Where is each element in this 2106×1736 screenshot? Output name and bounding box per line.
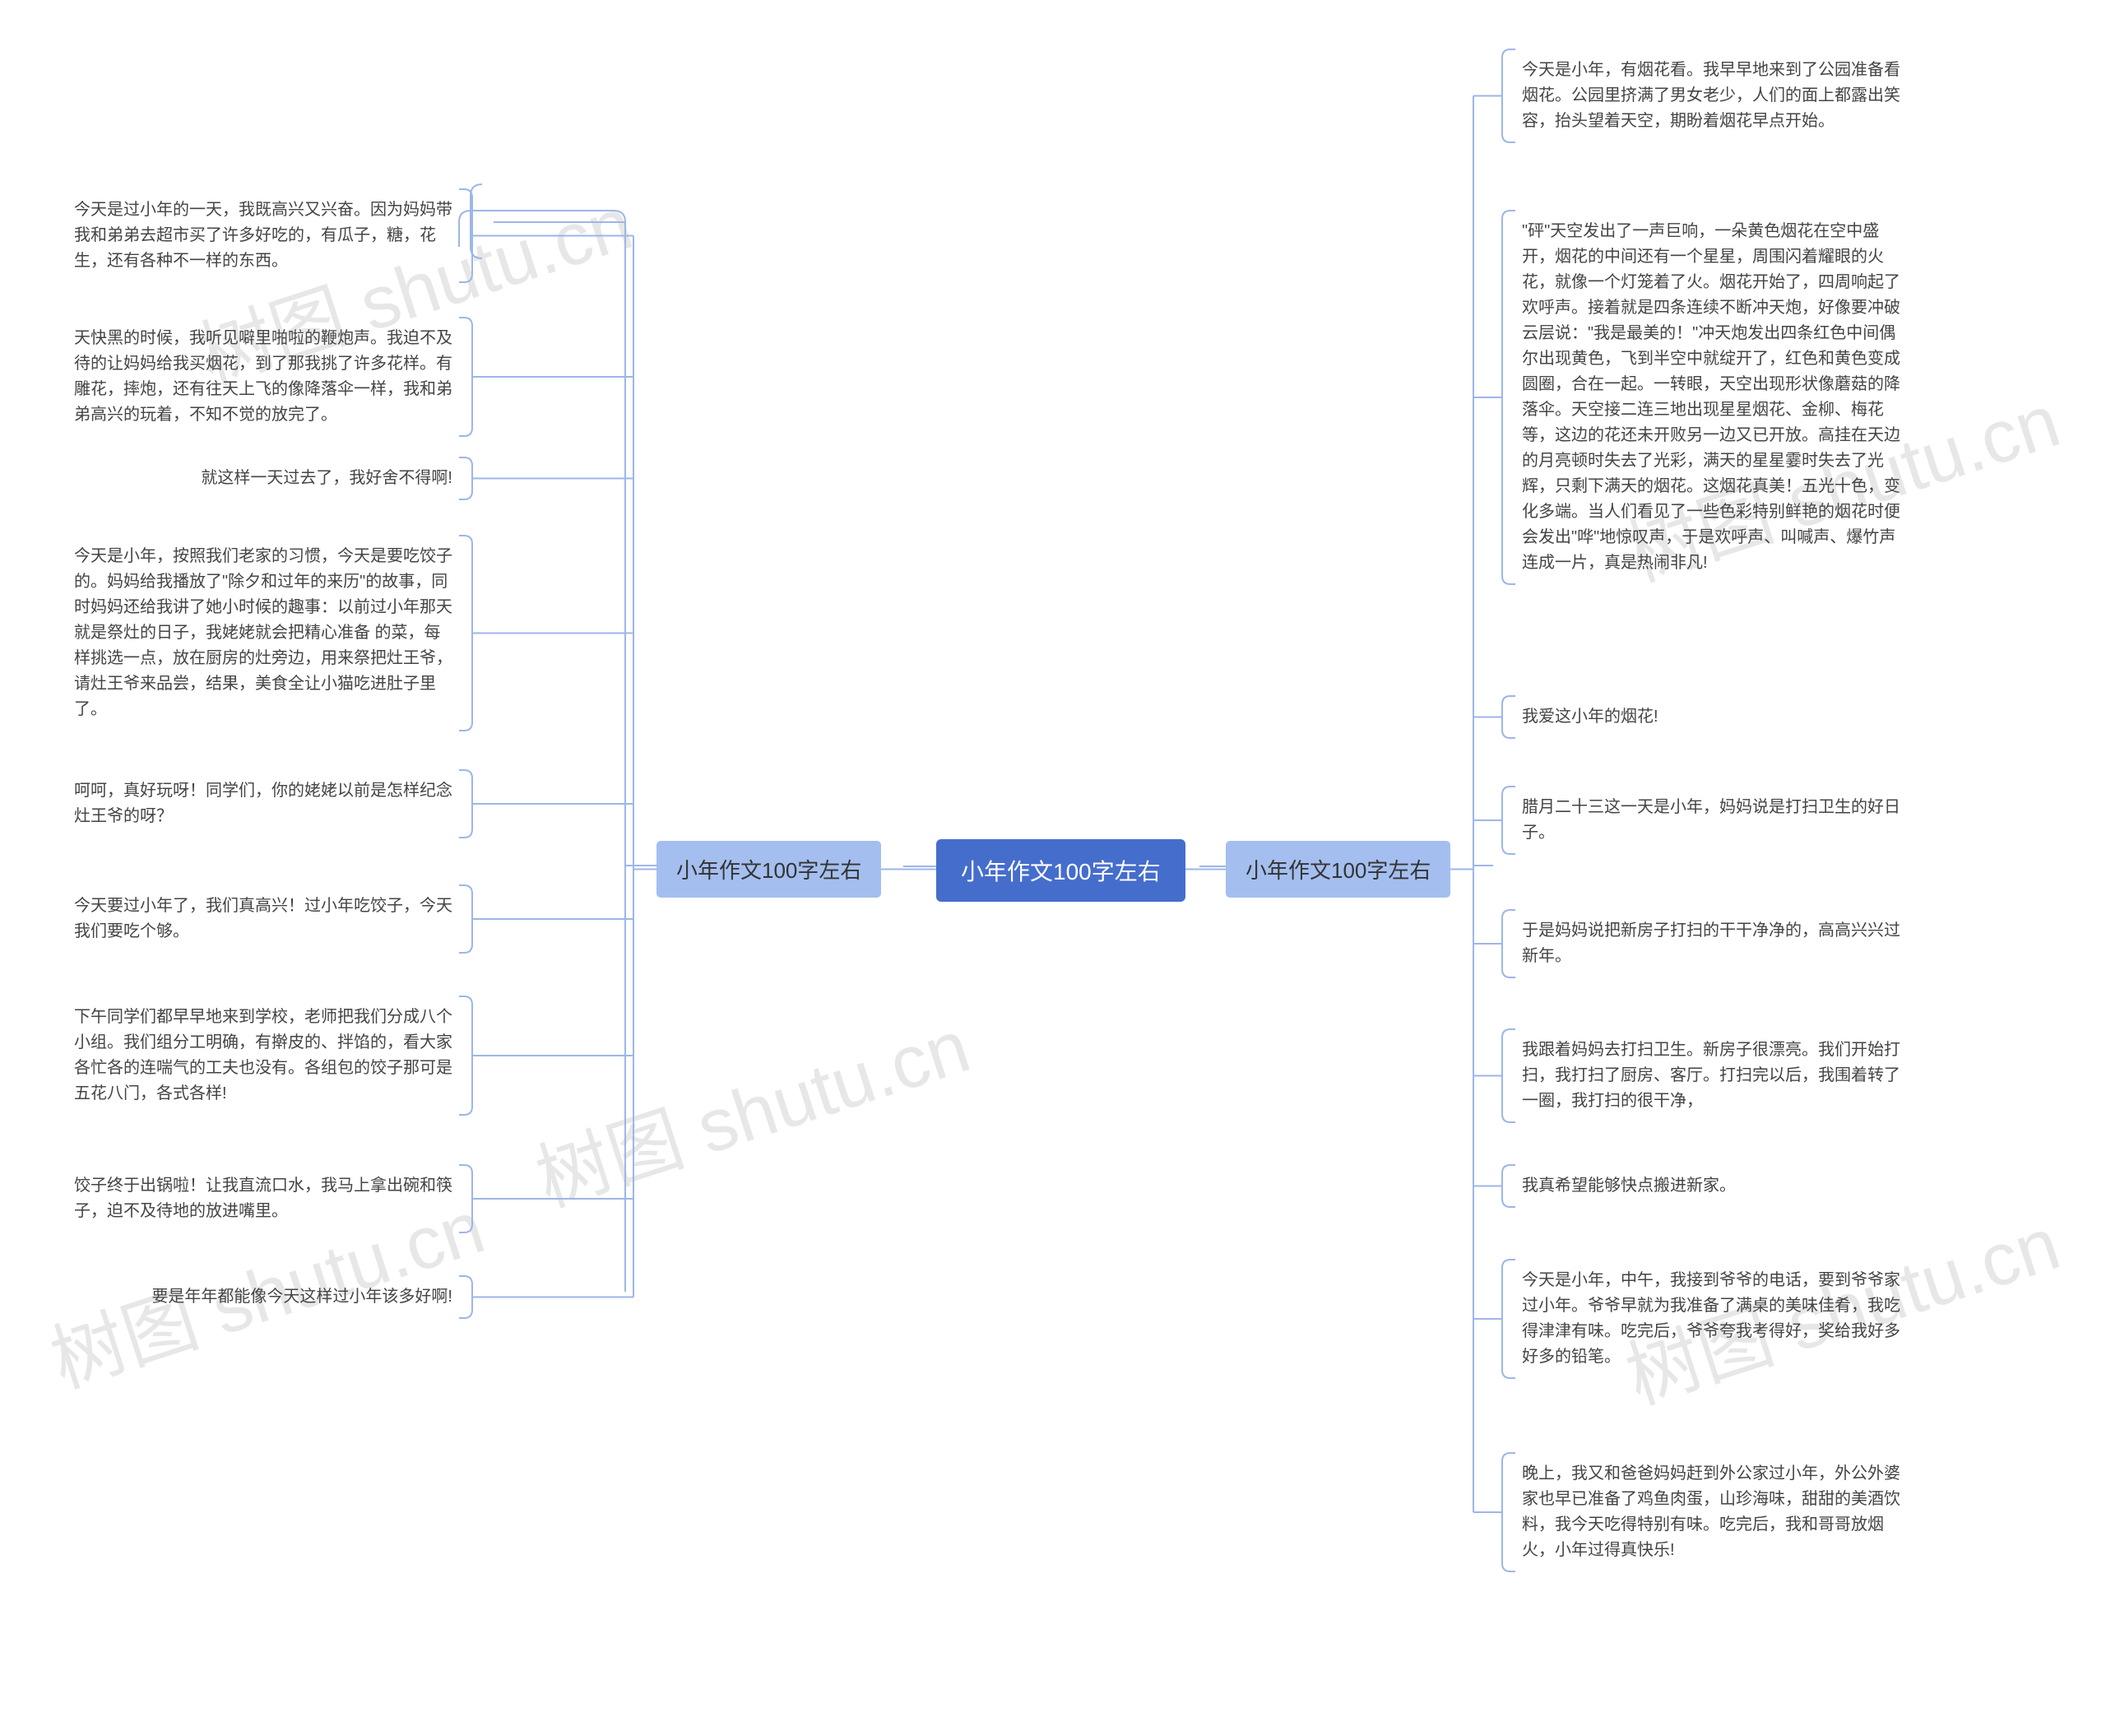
leaf-text: 晚上，我又和爸爸妈妈赶到外公家过小年，外公外婆家也早已准备了鸡鱼肉蛋，山珍海味，… bbox=[1522, 1464, 1900, 1559]
leaf-text: 今天是过小年的一天，我既高兴又兴奋。因为妈妈带我和弟弟去超市买了许多好吃的，有瓜… bbox=[74, 201, 452, 270]
leaf-node[interactable]: 我真希望能够快点搬进新家。 bbox=[1522, 1168, 1900, 1204]
leaf-node[interactable]: 晚上，我又和爸爸妈妈赶到外公家过小年，外公外婆家也早已准备了鸡鱼肉蛋，山珍海味，… bbox=[1522, 1456, 1900, 1568]
leaf-text: 今天是小年，有烟花看。我早早地来到了公园准备看烟花。公园里挤满了男女老少，人们的… bbox=[1522, 61, 1900, 130]
root-label: 小年作文100字左右 bbox=[961, 859, 1161, 884]
leaf-node[interactable]: 今天是小年，按照我们老家的习惯，今天是要吃饺子的。妈妈给我播放了"除夕和过年的来… bbox=[74, 539, 452, 727]
leaf-text: 今天要过小年了，我们真高兴！过小年吃饺子，今天我们要吃个够。 bbox=[74, 897, 452, 940]
mindmap-canvas: 树图 shutu.cn 树图 shutu.cn 树图 shutu.cn 树图 s… bbox=[0, 0, 2106, 1736]
sub-node-left[interactable]: 小年作文100字左右 bbox=[656, 841, 881, 898]
leaf-text: 今天是小年，中午，我接到爷爷的电话，要到爷爷家过小年。爷爷早就为我准备了满桌的美… bbox=[1522, 1271, 1900, 1366]
leaf-node[interactable]: 今天是小年，中午，我接到爷爷的电话，要到爷爷家过小年。爷爷早就为我准备了满桌的美… bbox=[1522, 1263, 1900, 1375]
leaf-node[interactable]: 就这样一天过去了，我好舍不得啊! bbox=[189, 461, 452, 496]
leaf-text: 我跟着妈妈去打扫卫生。新房子很漂亮。我们开始打扫，我打扫了厨房、客厅。打扫完以后… bbox=[1522, 1041, 1900, 1110]
sub-node-right[interactable]: 小年作文100字左右 bbox=[1226, 841, 1450, 898]
leaf-node[interactable]: 今天是小年，有烟花看。我早早地来到了公园准备看烟花。公园里挤满了男女老少，人们的… bbox=[1522, 53, 1900, 139]
leaf-node[interactable]: 下午同学们都早早地来到学校，老师把我们分成八个小组。我们组分工明确，有擀皮的、拌… bbox=[74, 1000, 452, 1112]
leaf-node[interactable]: 呵呵，真好玩呀！同学们，你的姥姥以前是怎样纪念灶王爷的呀？ bbox=[74, 773, 452, 834]
leaf-text: 就这样一天过去了，我好舍不得啊! bbox=[201, 469, 452, 487]
leaf-text: 于是妈妈说把新房子打扫的干干净净的，高高兴兴过新年。 bbox=[1522, 921, 1900, 965]
leaf-text: 我爱这小年的烟花! bbox=[1522, 708, 1658, 726]
root-node[interactable]: 小年作文100字左右 bbox=[936, 839, 1185, 902]
leaf-node[interactable]: 今天是过小年的一天，我既高兴又兴奋。因为妈妈带我和弟弟去超市买了许多好吃的，有瓜… bbox=[74, 193, 452, 279]
leaf-node[interactable]: 今天要过小年了，我们真高兴！过小年吃饺子，今天我们要吃个够。 bbox=[74, 889, 452, 949]
leaf-node[interactable]: 我爱这小年的烟花! bbox=[1522, 699, 1900, 735]
leaf-text: 腊月二十三这一天是小年，妈妈说是打扫卫生的好日子。 bbox=[1522, 798, 1900, 842]
leaf-text: "砰"天空发出了一声巨响，一朵黄色烟花在空中盛开，烟花的中间还有一个星星，周围闪… bbox=[1522, 222, 1900, 572]
sub-left-label: 小年作文100字左右 bbox=[676, 858, 861, 883]
sub-right-label: 小年作文100字左右 bbox=[1246, 858, 1431, 883]
leaf-node[interactable]: 要是年年都能像今天这样过小年该多好啊! bbox=[123, 1279, 452, 1315]
leaf-node[interactable]: 腊月二十三这一天是小年，妈妈说是打扫卫生的好日子。 bbox=[1522, 790, 1900, 851]
left-brackets bbox=[471, 184, 625, 258]
leaf-text: 饺子终于出锅啦！让我直流口水，我马上拿出碗和筷子，迫不及待地的放进嘴里。 bbox=[74, 1177, 452, 1220]
leaf-node[interactable]: 我跟着妈妈去打扫卫生。新房子很漂亮。我们开始打扫，我打扫了厨房、客厅。打扫完以后… bbox=[1522, 1033, 1900, 1119]
leaf-node[interactable]: 天快黑的时候，我听见噼里啪啦的鞭炮声。我迫不及待的让妈妈给我买烟花，到了那我挑了… bbox=[74, 321, 452, 433]
leaf-text: 天快黑的时候，我听见噼里啪啦的鞭炮声。我迫不及待的让妈妈给我买烟花，到了那我挑了… bbox=[74, 329, 452, 424]
leaf-text: 呵呵，真好玩呀！同学们，你的姥姥以前是怎样纪念灶王爷的呀？ bbox=[74, 782, 452, 825]
leaf-text: 要是年年都能像今天这样过小年该多好啊! bbox=[151, 1288, 452, 1306]
leaf-node[interactable]: 于是妈妈说把新房子打扫的干干净净的，高高兴兴过新年。 bbox=[1522, 913, 1900, 974]
leaf-node[interactable]: 饺子终于出锅啦！让我直流口水，我马上拿出碗和筷子，迫不及待地的放进嘴里。 bbox=[74, 1168, 452, 1229]
leaf-text: 下午同学们都早早地来到学校，老师把我们分成八个小组。我们组分工明确，有擀皮的、拌… bbox=[74, 1008, 452, 1102]
leaf-text: 我真希望能够快点搬进新家。 bbox=[1522, 1177, 1736, 1195]
leaf-text: 今天是小年，按照我们老家的习惯，今天是要吃饺子的。妈妈给我播放了"除夕和过年的来… bbox=[74, 547, 452, 718]
leaf-node[interactable]: "砰"天空发出了一声巨响，一朵黄色烟花在空中盛开，烟花的中间还有一个星星，周围闪… bbox=[1522, 214, 1900, 581]
